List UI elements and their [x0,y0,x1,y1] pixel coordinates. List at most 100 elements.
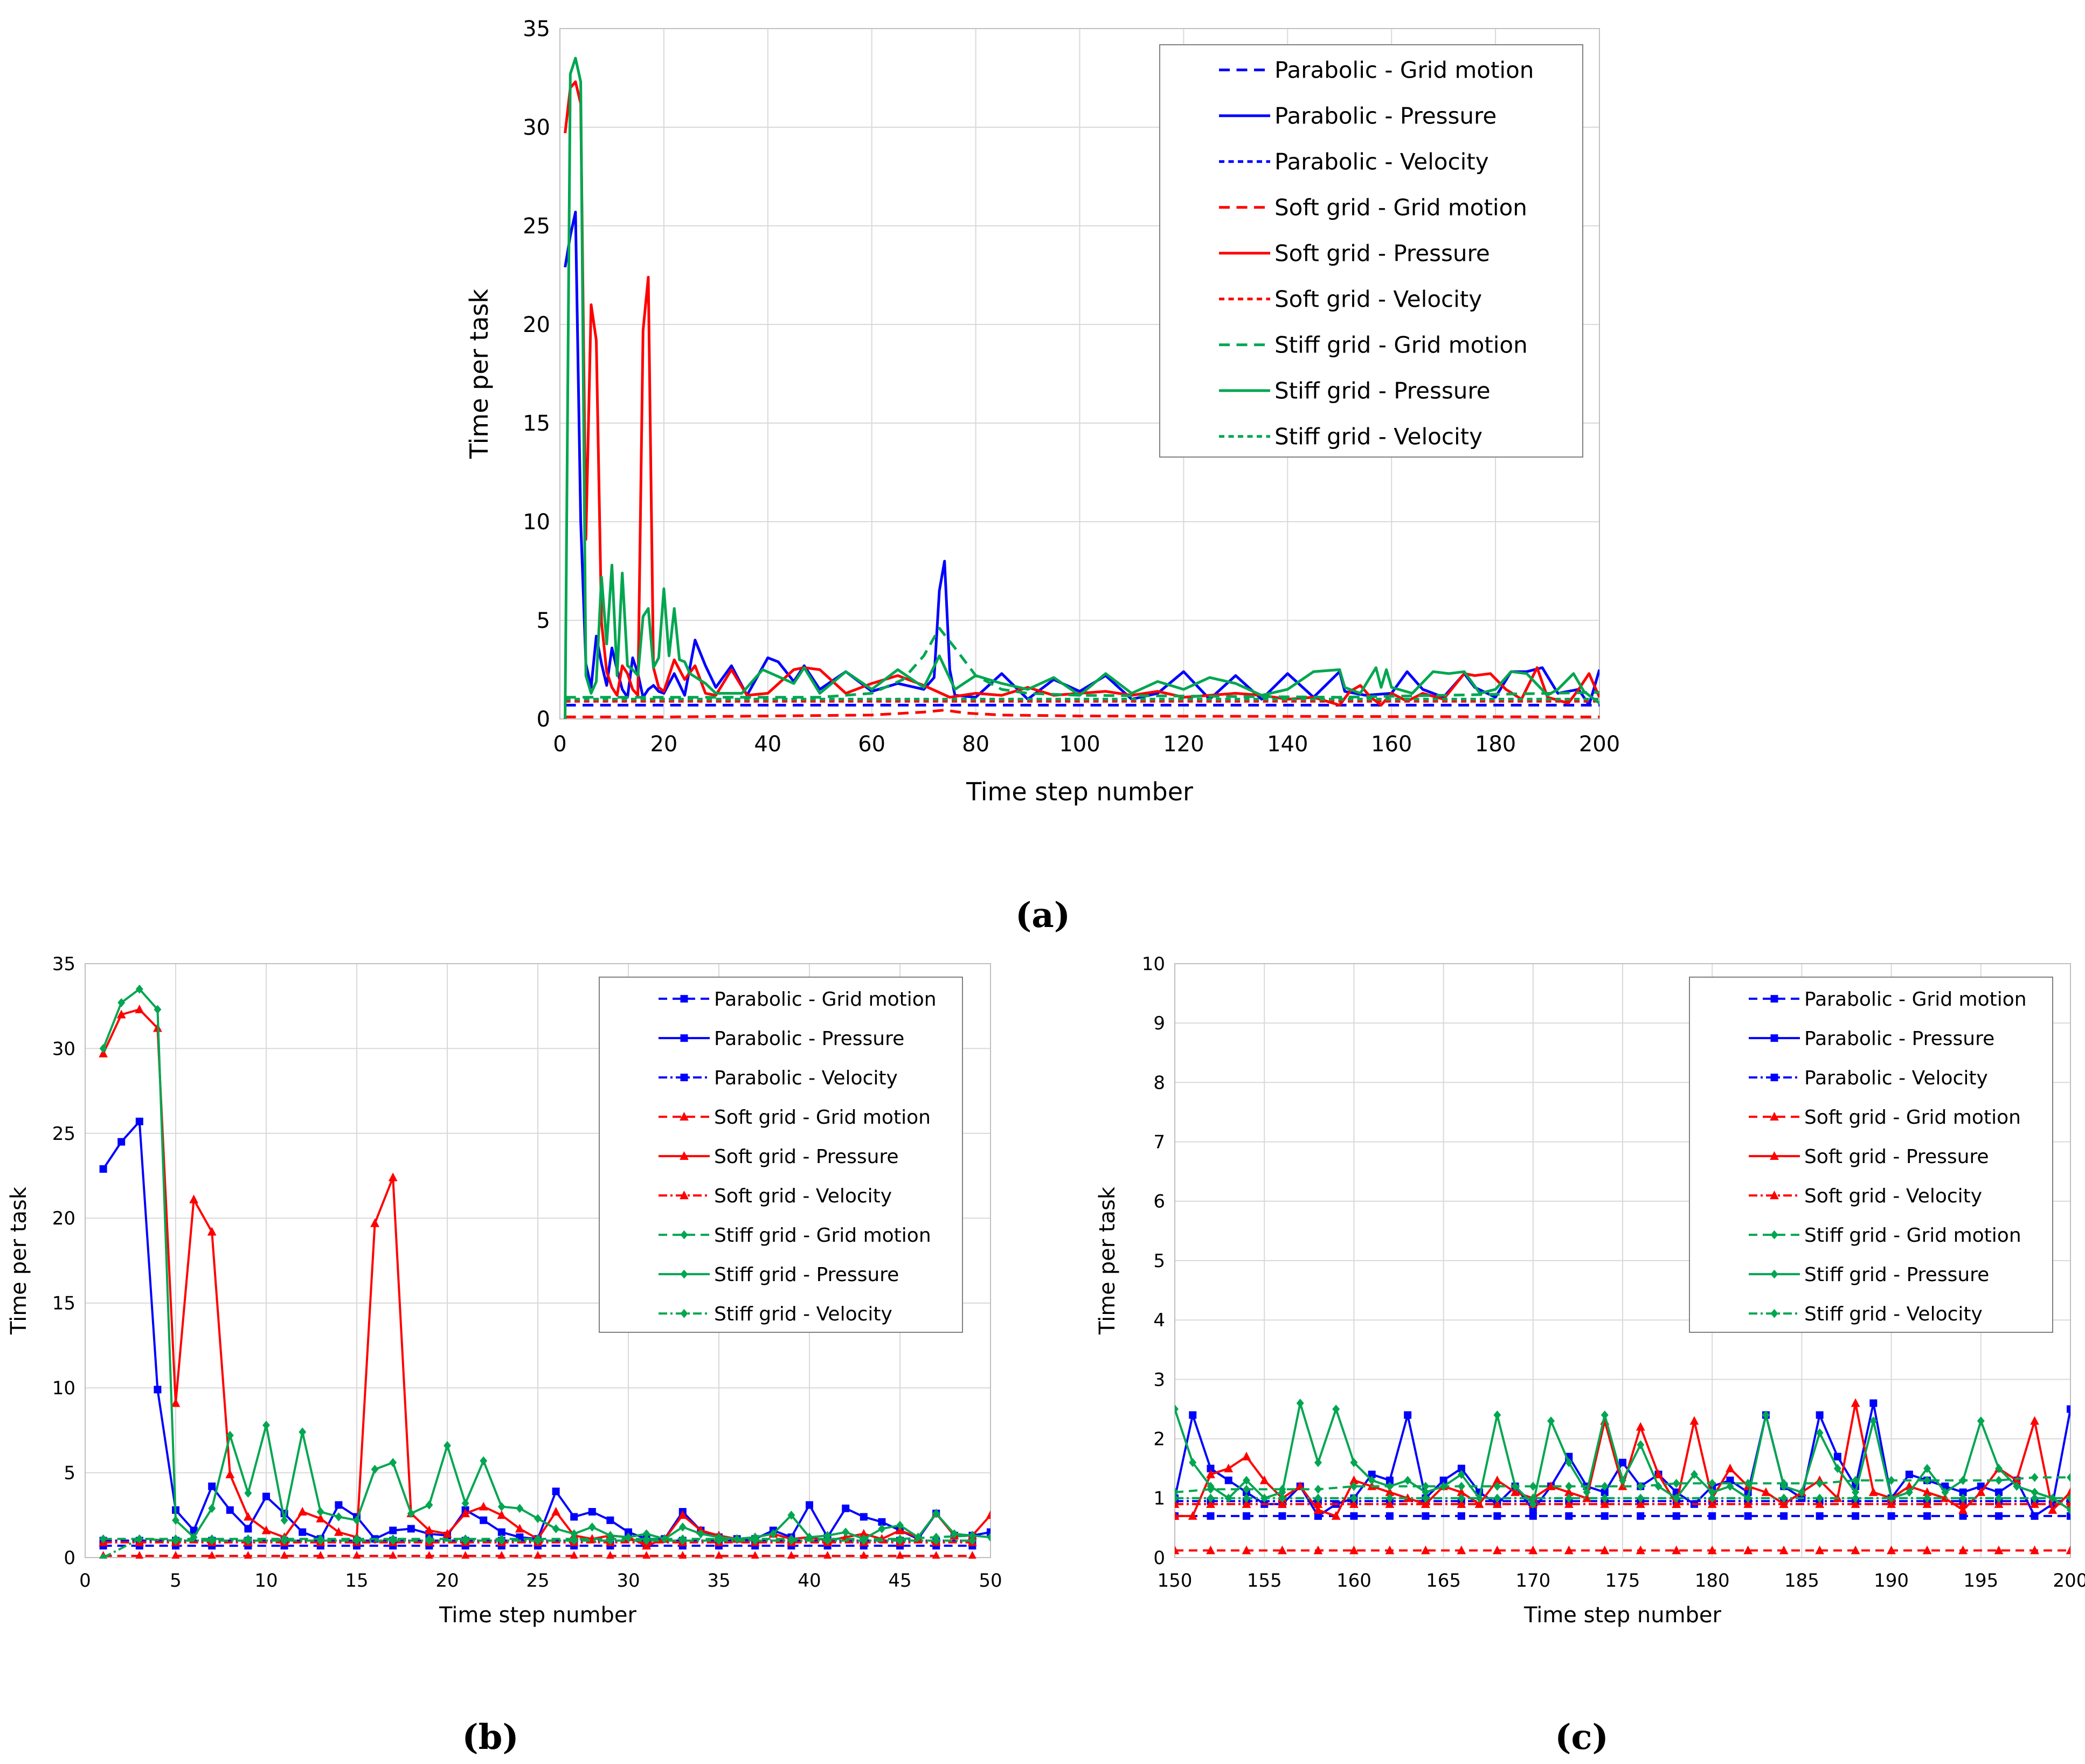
data-point-triangle [751,1551,759,1559]
data-point-triangle [1922,1487,1932,1496]
data-point-square [1439,1476,1447,1484]
legend-label: Parabolic - Grid motion [1804,988,2027,1011]
data-point-diamond [570,1529,578,1539]
data-point-triangle [1492,1475,1502,1484]
data-point-triangle [1779,1499,1789,1508]
data-point-triangle [1976,1487,1986,1496]
data-point-diamond [1350,1458,1358,1468]
data-point-diamond [552,1524,560,1533]
y-tick-label: 15 [523,411,550,436]
data-point-diamond [1601,1410,1609,1420]
data-point-square [299,1528,307,1536]
data-point-square [680,995,688,1003]
data-point-triangle [680,1112,689,1121]
data-point-diamond [678,1536,687,1545]
data-point-diamond [2013,1482,2021,1491]
data-point-square [389,1526,397,1534]
data-point-diamond [280,1516,288,1525]
data-point-diamond [1601,1482,1609,1491]
data-point-diamond [1368,1476,1376,1485]
data-point-diamond [1529,1499,1537,1509]
data-point-triangle [534,1551,542,1559]
data-point-triangle [1600,1545,1610,1554]
legend-label: Parabolic - Velocity [714,1067,898,1089]
data-point-triangle [1259,1475,1269,1484]
data-point-diamond [678,1522,687,1532]
data-point-square [407,1525,415,1533]
data-point-diamond [172,1536,179,1545]
y-tick-label: 5 [64,1462,75,1484]
data-point-square [1905,1470,1913,1478]
data-point-square [1278,1512,1286,1520]
panel-a: 0 20 40 60 80 100 120 140 160 180 200 0 5 10 15 20 25 30 3… [465,17,1620,936]
data-point-triangle [1278,1545,1287,1554]
data-point-square [1744,1512,1752,1520]
data-point-triangle [1313,1499,1323,1508]
data-point-triangle [171,1551,180,1559]
data-point-diamond [932,1509,940,1518]
data-point-triangle [1815,1499,1825,1508]
legend-label: Stiff grid - Pressure [714,1264,899,1286]
data-point-triangle [606,1551,614,1559]
data-point-triangle [497,1551,506,1559]
data-point-diamond [99,1553,107,1559]
data-point-square [680,1034,688,1042]
data-point-triangle [1206,1499,1215,1508]
data-point-diamond [1869,1416,1878,1426]
y-tick-label: 25 [52,1123,75,1145]
data-point-square [2067,1405,2070,1413]
x-tick-label: 160 [1371,732,1412,757]
x-tick-label: 40 [798,1570,821,1592]
data-point-square [1189,1411,1197,1419]
data-point-triangle [1707,1499,1717,1508]
series-line-soft-grid-pressure [564,80,1599,707]
data-point-diamond [1493,1493,1501,1503]
data-point-triangle [1779,1545,1789,1554]
data-point-diamond [1770,1230,1778,1240]
x-tick-label: 170 [1515,1570,1550,1592]
data-point-diamond [1332,1405,1340,1414]
data-point-square [1923,1512,1931,1520]
data-point-diamond [262,1421,270,1430]
data-point-triangle [2066,1545,2070,1554]
legend-label: Stiff grid - Grid motion [1804,1225,2021,1247]
panel-caption: (a) [1015,895,1070,936]
data-point-triangle [1600,1499,1610,1508]
data-point-diamond [1457,1493,1465,1503]
data-point-square [1350,1512,1358,1520]
data-point-diamond [480,1456,488,1465]
data-point-square [1995,1488,2003,1496]
data-point-triangle [352,1551,361,1559]
data-point-triangle [2066,1499,2070,1508]
data-point-diamond [407,1509,415,1518]
data-point-triangle [1770,1151,1779,1160]
data-point-diamond [461,1536,469,1545]
data-point-diamond [1977,1416,1985,1426]
data-point-diamond [1923,1476,1931,1485]
x-tick-label: 20 [435,1570,459,1592]
data-point-triangle [261,1525,271,1534]
data-point-triangle [1743,1545,1753,1554]
data-point-diamond [697,1529,705,1539]
data-point-square [1959,1512,1967,1520]
data-point-square [244,1525,252,1533]
data-point-diamond [1672,1493,1680,1503]
legend-label: Parabolic - Pressure [714,1028,904,1050]
data-point-square [1672,1512,1680,1520]
data-point-diamond [1770,1269,1778,1279]
data-point-diamond [1511,1482,1519,1491]
panel-c: 150 155 160 165 170 175 180 185 190 195 200 0 1 2 3 4 5 6… [1095,953,2085,1758]
y-tick-label: 25 [523,214,550,239]
data-point-triangle [1242,1499,1251,1508]
data-point-triangle [370,1218,379,1227]
series-group [99,984,990,1559]
legend-label: Stiff grid - Pressure [1274,377,1491,404]
data-point-square [1770,1074,1778,1082]
legend-label: Stiff grid - Velocity [1804,1303,1983,1325]
data-point-triangle [1296,1481,1305,1490]
data-point-square [1224,1476,1232,1484]
data-point-diamond [1439,1482,1447,1491]
panel-caption: (c) [1555,1717,1609,1758]
data-point-diamond [335,1512,343,1521]
y-axis-title: Time per task [1095,1186,1120,1335]
